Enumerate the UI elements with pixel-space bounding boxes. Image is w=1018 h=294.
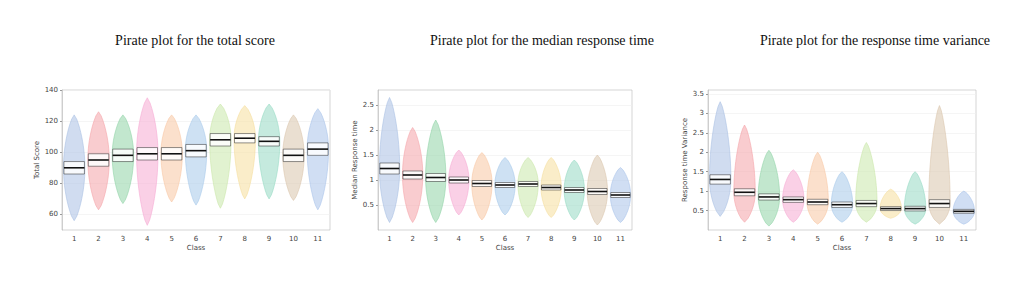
svg-text:2.5: 2.5 <box>693 129 704 137</box>
svg-text:2: 2 <box>370 126 374 134</box>
svg-text:Response time Variance: Response time Variance <box>681 118 689 202</box>
svg-text:10: 10 <box>593 235 602 243</box>
svg-text:1.5: 1.5 <box>363 151 374 159</box>
svg-text:3: 3 <box>433 235 437 243</box>
svg-text:Class: Class <box>496 244 515 252</box>
svg-text:Total Score: Total Score <box>33 141 41 180</box>
svg-text:1: 1 <box>72 235 76 243</box>
svg-text:100: 100 <box>45 148 58 156</box>
svg-text:60: 60 <box>49 210 58 218</box>
svg-text:Class: Class <box>833 244 852 252</box>
svg-text:11: 11 <box>313 235 322 243</box>
svg-text:4: 4 <box>145 235 150 243</box>
svg-text:140: 140 <box>45 86 58 94</box>
svg-text:4: 4 <box>457 235 462 243</box>
svg-text:5: 5 <box>480 235 484 243</box>
svg-text:Median Response time: Median Response time <box>351 120 359 199</box>
svg-text:6: 6 <box>840 235 845 243</box>
svg-text:2: 2 <box>742 235 746 243</box>
svg-text:4: 4 <box>791 235 796 243</box>
svg-text:7: 7 <box>218 235 222 243</box>
svg-text:7: 7 <box>864 235 868 243</box>
svg-text:11: 11 <box>616 235 625 243</box>
svg-text:8: 8 <box>888 235 892 243</box>
svg-text:11: 11 <box>959 235 968 243</box>
svg-text:Pirate plot for the response t: Pirate plot for the response time varian… <box>760 33 990 48</box>
svg-text:2.5: 2.5 <box>363 101 374 109</box>
svg-text:1.5: 1.5 <box>693 168 704 176</box>
svg-text:9: 9 <box>572 235 576 243</box>
svg-text:2: 2 <box>700 148 704 156</box>
svg-text:7: 7 <box>526 235 530 243</box>
svg-text:10: 10 <box>935 235 944 243</box>
svg-text:120: 120 <box>45 117 58 125</box>
svg-text:6: 6 <box>194 235 199 243</box>
svg-text:5: 5 <box>169 235 173 243</box>
svg-text:0.5: 0.5 <box>363 201 374 209</box>
svg-text:1: 1 <box>387 235 391 243</box>
svg-text:2: 2 <box>96 235 100 243</box>
svg-text:5: 5 <box>815 235 819 243</box>
svg-text:Pirate plot for the median res: Pirate plot for the median response time <box>430 33 654 48</box>
svg-text:Class: Class <box>187 244 206 252</box>
svg-text:0.5: 0.5 <box>693 207 704 215</box>
svg-text:Pirate plot for the total scor: Pirate plot for the total score <box>115 33 275 48</box>
svg-text:1: 1 <box>718 235 722 243</box>
svg-text:6: 6 <box>503 235 508 243</box>
svg-text:3: 3 <box>121 235 125 243</box>
svg-text:2: 2 <box>410 235 414 243</box>
svg-text:1: 1 <box>370 176 374 184</box>
svg-text:10: 10 <box>289 235 298 243</box>
svg-text:3.5: 3.5 <box>693 90 704 98</box>
svg-text:9: 9 <box>913 235 917 243</box>
svg-text:3: 3 <box>700 109 704 117</box>
svg-text:9: 9 <box>267 235 271 243</box>
svg-text:8: 8 <box>242 235 246 243</box>
svg-text:80: 80 <box>49 179 58 187</box>
svg-text:1: 1 <box>700 187 704 195</box>
svg-text:3: 3 <box>767 235 771 243</box>
svg-text:8: 8 <box>549 235 553 243</box>
